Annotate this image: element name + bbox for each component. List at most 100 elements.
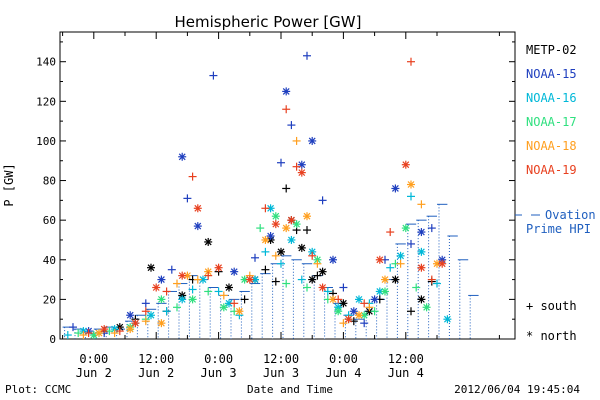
point-north: [417, 263, 426, 272]
y-tick-label: 100: [36, 135, 56, 148]
plot-credit: Plot: CCMC: [5, 383, 71, 396]
y-tick-label: 140: [36, 56, 56, 69]
point-south: [173, 279, 181, 288]
x-tick-time-label: 0:00: [79, 352, 108, 366]
marker-legend-entry: * north: [526, 329, 577, 343]
point-south: [292, 136, 301, 145]
point-north: [230, 267, 239, 276]
point-south: [219, 291, 228, 300]
point-north: [178, 271, 187, 280]
point-north: [433, 259, 441, 268]
point-north: [219, 303, 228, 312]
point-north: [225, 299, 233, 308]
point-north: [277, 247, 285, 256]
point-south: [188, 172, 197, 181]
point-north: [297, 243, 306, 252]
point-south: [79, 331, 88, 340]
point-south: [188, 285, 197, 294]
x-axis-label: Date and Time: [247, 383, 333, 396]
plot-frame: [59, 31, 516, 340]
point-north: [391, 275, 400, 284]
point-south: [193, 275, 202, 284]
point-south: [271, 277, 280, 286]
x-tick-date-label: Jun 3: [201, 366, 237, 380]
point-south: [282, 184, 291, 193]
point-north: [261, 235, 270, 244]
plot-timestamp: 2012/06/04 19:45:04: [454, 383, 580, 396]
y-tick-label: 0: [49, 333, 56, 346]
point-north: [131, 319, 140, 328]
point-south: [230, 299, 239, 308]
point-north: [308, 136, 317, 145]
point-north: [126, 325, 135, 334]
point-south: [69, 323, 77, 332]
point-south: [141, 317, 150, 326]
point-north: [152, 283, 161, 292]
point-north: [271, 212, 280, 221]
y-axis-label: P [GW]: [2, 163, 16, 206]
point-north: [214, 263, 223, 272]
point-south: [183, 194, 192, 203]
x-tick-time-label: 12:00: [388, 352, 424, 366]
point-north: [235, 307, 244, 316]
point-south: [365, 303, 374, 312]
point-north: [193, 222, 202, 231]
point-north: [292, 220, 301, 229]
ovation-legend-label: Prime HPI: [526, 222, 591, 236]
point-north: [157, 319, 166, 328]
y-tick-label: 20: [43, 293, 56, 306]
x-tick-time-label: 0:00: [329, 352, 358, 366]
point-south: [261, 247, 270, 256]
legend-entry: NOAA-16: [526, 91, 577, 105]
point-south: [204, 287, 213, 296]
point-north: [157, 295, 166, 304]
point-north: [282, 224, 291, 233]
point-south: [287, 121, 296, 130]
point-north: [396, 251, 405, 260]
point-south: [433, 279, 441, 288]
point-south: [386, 263, 395, 272]
y-tick-label: 120: [36, 95, 56, 108]
point-south: [141, 299, 150, 308]
x-tick-time-label: 12:00: [263, 352, 299, 366]
y-tick-label: 80: [43, 175, 56, 188]
ovation-series: [62, 203, 479, 339]
point-south: [427, 275, 436, 284]
point-south: [407, 307, 415, 316]
point-north: [370, 295, 379, 304]
point-south: [251, 253, 259, 262]
point-north: [147, 263, 155, 272]
point-south: [297, 275, 306, 284]
point-south: [313, 259, 322, 268]
point-north: [318, 267, 327, 276]
data-points: [63, 51, 452, 340]
x-tick-date-label: Jun 3: [263, 366, 299, 380]
legend-entry: METP-02: [526, 43, 577, 57]
point-south: [167, 265, 176, 274]
point-north: [225, 283, 233, 292]
point-north: [178, 295, 187, 304]
x-tick-date-label: Jun 2: [76, 366, 112, 380]
point-north: [303, 212, 311, 221]
point-south: [308, 251, 317, 260]
point-north: [318, 283, 327, 292]
x-tick-date-label: Jun 2: [138, 366, 174, 380]
point-north: [245, 275, 254, 284]
legend-entry: NOAA-18: [526, 139, 577, 153]
point-south: [323, 287, 332, 296]
point-south: [115, 327, 124, 336]
point-north: [329, 255, 337, 264]
point-south: [173, 303, 181, 312]
point-north: [417, 295, 426, 304]
point-north: [188, 295, 197, 304]
y-tick-label: 40: [43, 254, 56, 267]
point-north: [417, 228, 426, 237]
point-south: [360, 299, 369, 308]
point-south: [209, 71, 218, 80]
point-north: [401, 160, 410, 169]
point-south: [386, 228, 395, 237]
point-north: [401, 224, 410, 233]
point-north: [349, 307, 358, 316]
